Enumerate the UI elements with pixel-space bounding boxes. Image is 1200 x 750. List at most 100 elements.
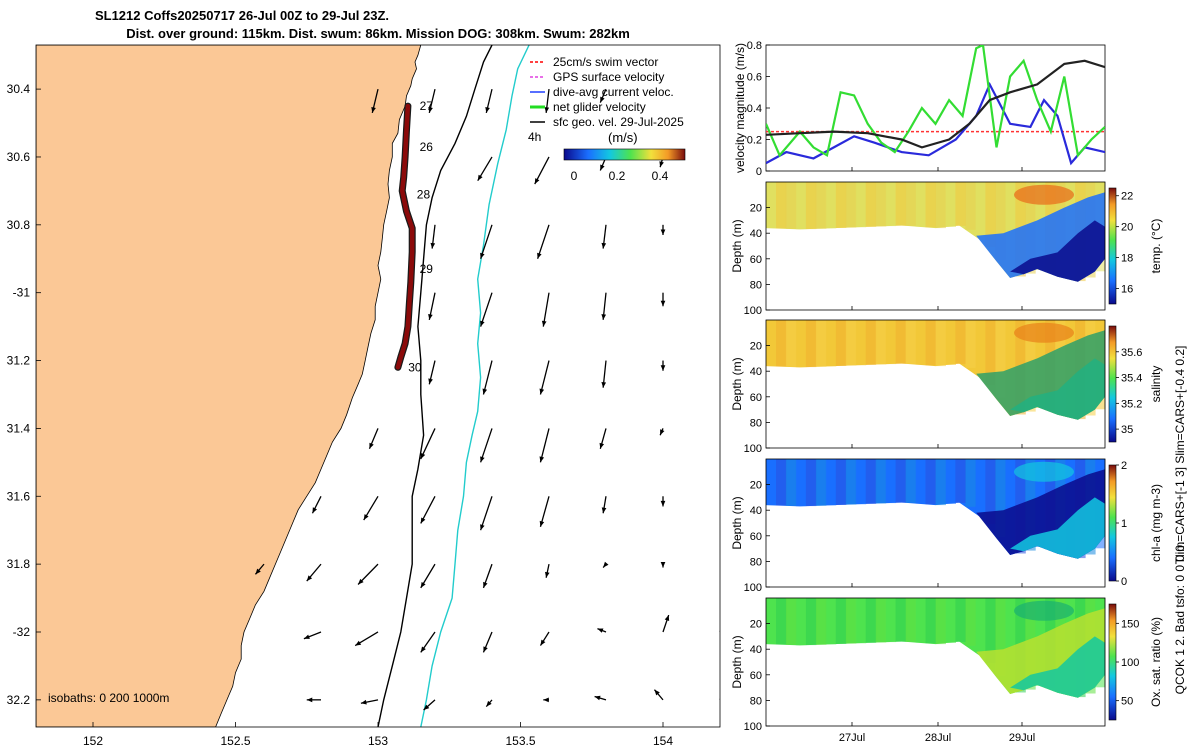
geo-arrow — [479, 428, 493, 463]
section-stripe — [805, 598, 817, 646]
section-stripe — [915, 320, 927, 365]
section-stripe — [835, 320, 847, 366]
section-ylabel: Depth (m) — [730, 635, 744, 688]
section-stripe — [776, 320, 787, 367]
geo-arrow — [482, 360, 493, 395]
geo-arrow — [479, 496, 493, 531]
geo-arrow — [662, 614, 670, 633]
geo-arrow — [420, 495, 436, 524]
geo-arrow — [597, 627, 607, 633]
geo-arrow — [428, 292, 436, 320]
section-stripe — [965, 320, 976, 368]
title-line-2: Dist. over ground: 115km. Dist. swum: 86… — [126, 26, 630, 41]
section-stripe — [975, 598, 986, 653]
geo-arrow — [306, 563, 322, 582]
map-x-tick-label: 153 — [368, 734, 388, 748]
section-stripe — [935, 182, 946, 229]
geo-arrow — [360, 699, 379, 705]
velocity-series — [766, 45, 1105, 166]
section-stripe — [845, 182, 857, 228]
geo-arrow — [660, 360, 666, 371]
colorbar-tick-label: 20 — [1121, 222, 1133, 234]
section-stripe — [766, 598, 777, 645]
land-polygon — [36, 45, 422, 727]
section-stripe — [865, 182, 877, 227]
section-y-tick-label: 60 — [750, 254, 762, 266]
section-y-tick-label: 20 — [750, 341, 762, 353]
geo-arrow — [420, 631, 436, 653]
colorbar-label: temp. (°C) — [1149, 219, 1163, 274]
colorbar-label: Ox. sat. ratio (%) — [1149, 617, 1163, 707]
section-stripe — [985, 598, 996, 663]
section-colorbar — [1108, 187, 1117, 305]
map-y-tick-label: 30.8 — [7, 218, 31, 232]
section-stripe — [905, 598, 917, 642]
section-stripe — [785, 182, 797, 229]
colorbar-tick-label: 35.2 — [1121, 398, 1142, 410]
section-colorbar — [1108, 325, 1117, 443]
section-y-tick-label: 20 — [750, 480, 762, 492]
section-stripe — [825, 182, 837, 229]
section-stripe — [795, 320, 807, 368]
section-stripe — [825, 320, 837, 367]
section-salinity: 20 40 60 80 100 Depth (m) 35.6 35.4 35.2 35 salini… — [730, 319, 1163, 455]
section-stripe — [795, 182, 807, 230]
geo-arrow — [479, 292, 493, 327]
section-y-tick-label: 20 — [750, 619, 762, 631]
map-y-tick-label: 31.2 — [7, 354, 31, 368]
map-x-tick-label: 154 — [653, 734, 673, 748]
velocity-series-net-glider — [766, 45, 1105, 158]
section-stripe — [815, 598, 827, 645]
geo-arrow — [544, 564, 550, 578]
track-day-label: 30 — [408, 360, 422, 374]
section-stripe — [905, 459, 917, 503]
section-stripe — [995, 598, 1006, 676]
section-deep-core — [1010, 497, 1105, 559]
section-stripe — [925, 459, 936, 505]
colorbar-tick-label: 35.6 — [1121, 347, 1142, 359]
map-y-tick-label: 32.2 — [7, 693, 31, 707]
section-stripe — [785, 598, 797, 645]
side-note-1: Tlim=CARS+[-1 3] Slim=CARS+[-0.4 0.2] — [1173, 346, 1187, 565]
section-stripe — [835, 459, 847, 505]
legend-net-label: net glider velocity — [553, 100, 646, 114]
section-stripe — [955, 598, 966, 642]
section-stripe — [855, 459, 867, 505]
colorbar-tick-label: 50 — [1121, 696, 1133, 708]
section-ylabel: Depth (m) — [730, 496, 744, 549]
geo-arrow — [428, 360, 436, 385]
section-stripe — [885, 459, 897, 504]
map-y-tick-label: -32 — [13, 625, 31, 639]
geo-arrow — [719, 698, 720, 700]
section-stripe — [805, 459, 817, 507]
section-stripe — [885, 320, 897, 365]
velocity-y-tick-label: 0.8 — [747, 40, 762, 52]
speed-colorbar-unit: (m/s) — [608, 130, 638, 145]
title-line-1: SL1212 Coffs20250717 26-Jul 00Z to 29-Ju… — [95, 8, 389, 23]
section-oxygen: 20 40 60 80 100 Depth (m) 150 100 50 Ox. sat. rat… — [730, 597, 1163, 733]
map-axis-ticks: 152 152.5 153 153.5 154 30.4 30.6 30.8 -31 31.2 31… — [7, 82, 674, 748]
track-day-label: 26 — [420, 140, 434, 154]
geo-arrow — [601, 224, 607, 249]
velocity-y-ticks: 0 0.2 0.4 0.6 0.8 — [747, 40, 770, 178]
geo-arrow — [485, 699, 493, 708]
section-stripe — [835, 598, 847, 644]
map-y-tick-label: -31 — [13, 286, 31, 300]
section-stripe — [885, 598, 897, 643]
section-y-tick-label: 60 — [750, 392, 762, 404]
geo-arrow — [254, 563, 265, 575]
date-tick-label: 29Jul — [1009, 732, 1035, 744]
section-stripe — [985, 459, 996, 524]
section-frame — [765, 597, 1106, 727]
geo-arrow — [311, 495, 322, 514]
section-stripe — [895, 459, 907, 503]
section-stripe — [1005, 182, 1016, 273]
section-y-tick-label: 40 — [750, 505, 762, 517]
section-y-tick-label: 100 — [744, 305, 762, 317]
speed-tick-0: 0 — [571, 169, 578, 183]
date-tick-label: 27Jul — [839, 732, 865, 744]
section-stripe — [875, 598, 887, 643]
section-stripe — [995, 320, 1006, 398]
section-y-tick-label: 100 — [744, 443, 762, 455]
